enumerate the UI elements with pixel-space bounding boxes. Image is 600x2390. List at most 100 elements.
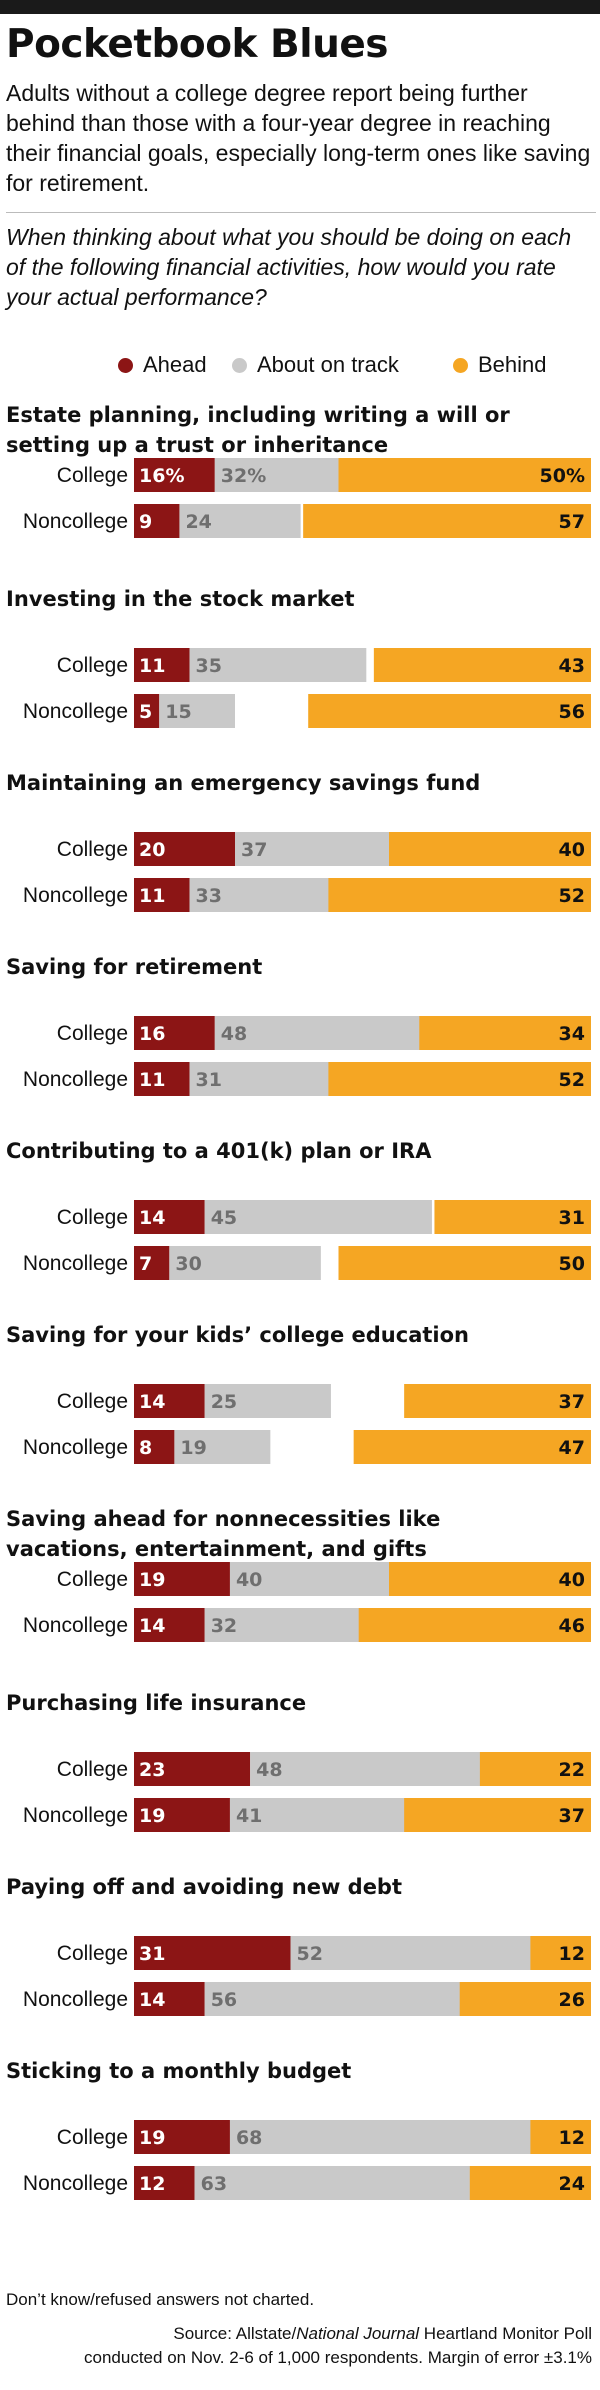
bar-behind bbox=[328, 1062, 591, 1096]
source-details: conducted on Nov. 2-6 of 1,000 responden… bbox=[84, 2348, 592, 2367]
value-label-behind: 46 bbox=[559, 1615, 585, 1637]
row-label: College bbox=[57, 1390, 128, 1413]
source-suffix: Heartland Monitor Poll bbox=[419, 2324, 592, 2343]
value-label-ahead: 16% bbox=[139, 465, 184, 487]
category-label: Contributing to a 401(k) plan or IRA bbox=[6, 1139, 432, 1163]
row-label: College bbox=[57, 1758, 128, 1781]
value-label-on-track: 37 bbox=[241, 839, 267, 861]
row-label: College bbox=[57, 464, 128, 487]
bar-behind bbox=[359, 1608, 591, 1642]
row-label: College bbox=[57, 1022, 128, 1045]
value-label-behind: 12 bbox=[559, 2127, 585, 2149]
value-label-behind: 12 bbox=[559, 1943, 585, 1965]
category-label: Maintaining an emergency savings fund bbox=[6, 771, 480, 795]
value-label-ahead: 14 bbox=[139, 1207, 165, 1229]
category-label: Investing in the stock market bbox=[6, 587, 355, 611]
bar-on-track bbox=[195, 2166, 513, 2200]
value-label-behind: 24 bbox=[559, 2173, 585, 2195]
value-label-ahead: 5 bbox=[139, 701, 152, 723]
legend-swatch-on-track bbox=[232, 358, 247, 373]
legend-swatch-ahead bbox=[118, 358, 133, 373]
row-label: Noncollege bbox=[23, 1988, 128, 2011]
legend: Ahead About on track Behind bbox=[0, 352, 600, 382]
divider bbox=[6, 212, 596, 213]
chart-title: Pocketbook Blues bbox=[6, 22, 388, 67]
footnote: Don’t know/refused answers not charted. bbox=[6, 2290, 314, 2310]
legend-label-behind: Behind bbox=[478, 352, 547, 377]
value-label-on-track: 35 bbox=[196, 655, 222, 677]
category-label: Estate planning, including writing a wil… bbox=[6, 403, 510, 427]
value-label-on-track: 48 bbox=[221, 1023, 247, 1045]
value-label-ahead: 19 bbox=[139, 2127, 165, 2149]
value-label-behind: 56 bbox=[559, 701, 585, 723]
value-label-behind: 43 bbox=[559, 655, 585, 677]
legend-item-on-track: About on track bbox=[232, 352, 399, 378]
value-label-on-track: 41 bbox=[236, 1805, 262, 1827]
value-label-ahead: 11 bbox=[139, 655, 165, 677]
value-label-ahead: 14 bbox=[139, 1989, 165, 2011]
value-label-on-track: 40 bbox=[236, 1569, 262, 1591]
bar-behind bbox=[354, 1430, 591, 1464]
bar-behind bbox=[339, 1246, 592, 1280]
value-label-on-track: 25 bbox=[211, 1391, 237, 1413]
row-label: College bbox=[57, 1206, 128, 1229]
value-label-behind: 26 bbox=[559, 1989, 585, 2011]
row-label: Noncollege bbox=[23, 884, 128, 907]
top-bar bbox=[0, 0, 600, 14]
bar-behind bbox=[303, 504, 591, 538]
category-label: Sticking to a monthly budget bbox=[6, 2059, 351, 2083]
category-label: Paying off and avoiding new debt bbox=[6, 1875, 402, 1899]
value-label-on-track: 63 bbox=[201, 2173, 227, 2195]
row-label: Noncollege bbox=[23, 1436, 128, 1459]
legend-swatch-behind bbox=[453, 358, 468, 373]
row-label: College bbox=[57, 1568, 128, 1591]
row-label: College bbox=[57, 1942, 128, 1965]
value-label-ahead: 19 bbox=[139, 1569, 165, 1591]
value-label-behind: 50 bbox=[559, 1253, 585, 1275]
value-label-on-track: 32 bbox=[211, 1615, 237, 1637]
row-label: Noncollege bbox=[23, 1252, 128, 1275]
bar-on-track bbox=[205, 1982, 488, 2016]
value-label-ahead: 11 bbox=[139, 1069, 165, 1091]
value-label-ahead: 12 bbox=[139, 2173, 165, 2195]
diverging-bar-chart: Estate planning, including writing a wil… bbox=[0, 400, 600, 2280]
value-label-behind: 37 bbox=[559, 1805, 585, 1827]
value-label-behind: 34 bbox=[559, 1023, 585, 1045]
row-label: College bbox=[57, 838, 128, 861]
value-label-on-track: 68 bbox=[236, 2127, 262, 2149]
value-label-on-track: 15 bbox=[165, 701, 191, 723]
value-label-behind: 50% bbox=[540, 465, 585, 487]
value-label-behind: 37 bbox=[559, 1391, 585, 1413]
value-label-ahead: 16 bbox=[139, 1023, 165, 1045]
value-label-behind: 40 bbox=[559, 1569, 585, 1591]
survey-question: When thinking about what you should be d… bbox=[6, 222, 594, 312]
value-label-behind: 52 bbox=[559, 1069, 585, 1091]
legend-item-ahead: Ahead bbox=[118, 352, 207, 378]
bar-on-track bbox=[230, 2120, 573, 2154]
value-label-behind: 47 bbox=[559, 1437, 585, 1459]
row-label: Noncollege bbox=[23, 2172, 128, 2195]
row-label: Noncollege bbox=[23, 1804, 128, 1827]
legend-label-ahead: Ahead bbox=[143, 352, 207, 377]
category-label: Saving for your kids’ college education bbox=[6, 1323, 469, 1347]
value-label-ahead: 8 bbox=[139, 1437, 152, 1459]
category-label: Purchasing life insurance bbox=[6, 1691, 306, 1715]
value-label-on-track: 32% bbox=[221, 465, 266, 487]
value-label-ahead: 14 bbox=[139, 1615, 165, 1637]
category-label: Saving ahead for nonnecessities like bbox=[6, 1507, 440, 1531]
row-label: Noncollege bbox=[23, 510, 128, 533]
source-publication: National Journal bbox=[296, 2324, 419, 2343]
category-label: Saving for retirement bbox=[6, 955, 262, 979]
value-label-ahead: 20 bbox=[139, 839, 165, 861]
category-label: setting up a trust or inheritance bbox=[6, 433, 388, 457]
value-label-on-track: 30 bbox=[175, 1253, 201, 1275]
source-prefix: Source: Allstate/ bbox=[173, 2324, 296, 2343]
value-label-on-track: 56 bbox=[211, 1989, 237, 2011]
value-label-behind: 40 bbox=[559, 839, 585, 861]
value-label-behind: 52 bbox=[559, 885, 585, 907]
row-label: Noncollege bbox=[23, 700, 128, 723]
source-note: Source: Allstate/National Journal Heartl… bbox=[2, 2322, 592, 2370]
value-label-ahead: 9 bbox=[139, 511, 152, 533]
category-label: vacations, entertainment, and gifts bbox=[6, 1537, 427, 1561]
bar-behind bbox=[328, 878, 591, 912]
